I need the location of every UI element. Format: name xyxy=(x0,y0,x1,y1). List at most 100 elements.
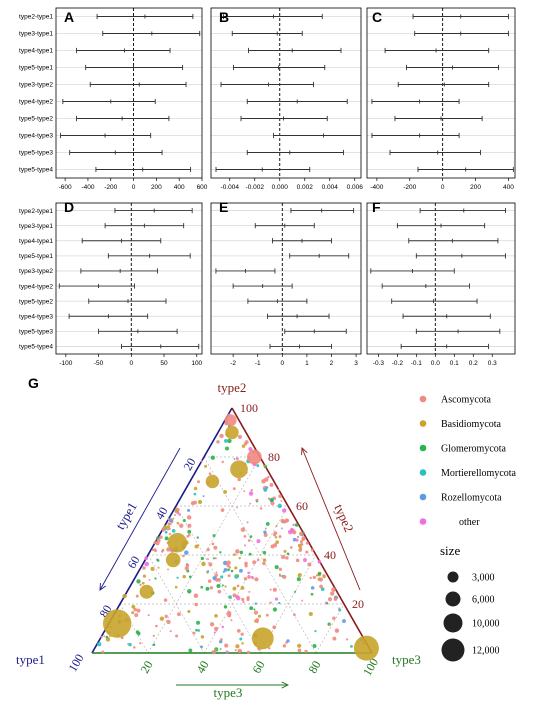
point-basidiomycota xyxy=(172,517,175,520)
point-basidiomycota xyxy=(297,643,302,648)
point-glomeromycota xyxy=(152,643,156,647)
comparison-label: type3-type2 xyxy=(19,268,53,275)
point-glomeromycota xyxy=(188,575,192,579)
x-tick-label: 0 xyxy=(129,360,133,367)
x-tick-label: -400 xyxy=(81,184,94,191)
comparison-label: type2-type1 xyxy=(19,14,53,21)
point-ascomycota xyxy=(299,540,303,544)
x-tick-label: 0.002 xyxy=(297,184,314,191)
point-mortierellomycota xyxy=(206,570,210,573)
forest-panel-e: -2 -1 0 1 2 3 E xyxy=(210,199,362,367)
point-glomeromycota xyxy=(205,586,210,591)
point-ascomycota xyxy=(169,522,172,526)
point-rozellomycota xyxy=(222,560,228,566)
point-ascomycota xyxy=(328,623,332,626)
point-ascomycota xyxy=(159,535,163,539)
point-glomeromycota xyxy=(210,455,216,460)
point-ascomycota-large xyxy=(247,449,262,465)
point-glomeromycota xyxy=(239,550,244,555)
point-basidiomycota xyxy=(296,535,300,539)
ternary-panel: G202020404040606060808080100100100type2t… xyxy=(16,375,421,700)
point-glomeromycota xyxy=(294,590,297,593)
type1-axis-title: type1 xyxy=(16,652,45,667)
ternary-legend: Ascomycota Basidiomycota Glomeromycota Mort… xyxy=(419,395,517,662)
panel-letter: B xyxy=(219,9,229,25)
comparison-label: type5-type2 xyxy=(19,116,53,123)
x-tick-label: -1 xyxy=(255,360,261,367)
point-ascomycota xyxy=(167,517,170,521)
comparison-label: type4-type3 xyxy=(19,313,53,320)
point-ascomycota xyxy=(226,560,231,565)
point-other xyxy=(221,625,224,629)
point-ascomycota xyxy=(333,597,338,601)
point-ascomycota xyxy=(192,631,196,635)
point-basidiomycota xyxy=(308,611,313,617)
point-ascomycota xyxy=(175,634,179,638)
type3-axis-title: type3 xyxy=(392,652,421,667)
point-ascomycota xyxy=(214,648,217,651)
point-glomeromycota xyxy=(219,551,222,554)
point-rozellomycota xyxy=(263,530,267,534)
point-ascomycota xyxy=(168,527,171,531)
point-glomeromycota xyxy=(269,498,274,502)
point-ascomycota xyxy=(332,636,337,641)
point-glomeromycota xyxy=(249,535,253,538)
point-ascomycota xyxy=(269,588,272,591)
point-ascomycota xyxy=(213,626,219,632)
point-ascomycota xyxy=(166,619,171,625)
point-glomeromycota xyxy=(225,446,229,451)
type2-direction-arrow xyxy=(301,447,361,591)
point-ascomycota xyxy=(292,530,297,535)
point-ascomycota xyxy=(153,541,157,545)
point-glomeromycota xyxy=(230,569,234,573)
point-mortierellomycota xyxy=(197,629,201,632)
forest-panel-b: -0.004 -0.002 0.000 0.002 0.004 0.006 B xyxy=(210,7,363,191)
point-ascomycota xyxy=(278,535,282,539)
point-basidiomycota xyxy=(214,614,218,618)
point-ascomycota xyxy=(236,506,238,509)
point-ascomycota xyxy=(299,549,302,552)
point-ascomycota xyxy=(286,519,290,522)
point-ascomycota xyxy=(261,478,266,484)
legend-label-glomeromycota: Glomeromycota xyxy=(441,444,507,455)
point-ascomycota xyxy=(327,597,333,602)
type2-tick-label: 40 xyxy=(324,548,336,562)
point-glomeromycota xyxy=(227,568,230,572)
point-basidiomycota-large xyxy=(353,635,379,661)
point-rozellomycota xyxy=(254,602,258,605)
point-other xyxy=(144,556,149,561)
point-basidiomycota xyxy=(235,574,238,577)
point-basidiomycota xyxy=(142,574,147,578)
legend-label-mortierellomycota: Mortierellomycota xyxy=(441,468,517,479)
point-ascomycota xyxy=(334,628,340,633)
x-tick-label: -400 xyxy=(370,184,383,191)
point-mortierellomycota xyxy=(164,530,168,534)
point-ascomycota xyxy=(169,630,172,633)
point-ascomycota xyxy=(272,533,277,537)
x-tick-label: 200 xyxy=(151,184,162,191)
point-basidiomycota xyxy=(174,585,178,589)
point-glomeromycota xyxy=(219,648,222,650)
legend-marker-other xyxy=(419,518,427,525)
point-ascomycota xyxy=(256,558,260,562)
point-ascomycota xyxy=(307,562,312,567)
point-ascomycota xyxy=(280,518,285,524)
panel-frame xyxy=(55,7,203,179)
point-basidiomycota xyxy=(187,609,191,613)
panel-letter: G xyxy=(28,375,39,391)
point-ascomycota xyxy=(193,500,197,505)
point-basidiomycota xyxy=(297,573,302,578)
point-glomeromycota xyxy=(317,571,322,576)
point-rozellomycota xyxy=(223,568,228,572)
panel-letter: A xyxy=(64,9,74,25)
point-rozellomycota xyxy=(233,457,236,460)
type3-arrow-label: type3 xyxy=(214,685,243,700)
point-glomeromycota xyxy=(212,557,216,560)
point-ascomycota xyxy=(208,472,212,476)
point-ascomycota xyxy=(196,480,201,484)
comparison-label: type3-type1 xyxy=(19,223,53,230)
point-ascomycota xyxy=(310,548,314,552)
point-mortierellomycota xyxy=(193,492,197,496)
point-ascomycota xyxy=(163,598,168,602)
point-ascomycota xyxy=(304,649,308,653)
